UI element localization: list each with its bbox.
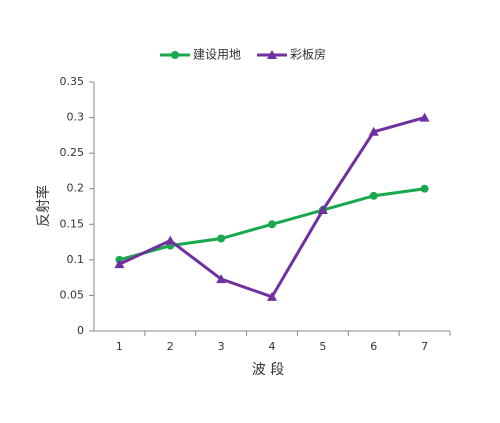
y-tick-label: 0.35 [60, 75, 85, 88]
y-tick-label: 0.2 [67, 182, 85, 195]
point [317, 205, 328, 215]
x-tick-label: 4 [269, 340, 276, 353]
y-tick-label: 0 [77, 324, 84, 337]
point [217, 234, 226, 243]
point [165, 235, 176, 245]
legend-marker [171, 51, 179, 59]
point [114, 259, 125, 269]
point [368, 126, 379, 136]
point [420, 184, 429, 193]
point [419, 112, 430, 122]
x-tick-label: 7 [421, 340, 428, 353]
x-tick-label: 5 [319, 340, 326, 353]
y-tick-label: 0.1 [67, 253, 85, 266]
y-tick-label: 0.15 [60, 217, 85, 230]
line [118, 116, 425, 299]
y-tick-label: 0.25 [60, 146, 85, 159]
legend-label: 建设用地 [193, 48, 241, 62]
legend-marker [267, 50, 277, 59]
point [268, 220, 276, 229]
y-tick-label: 0.3 [67, 111, 85, 124]
y-axis-label: 反射率 [35, 185, 52, 227]
x-tick-label: 1 [116, 340, 123, 353]
legend-label: 彩板房 [290, 47, 326, 62]
x-tick-label: 2 [167, 340, 174, 353]
x-tick-label: 3 [218, 340, 225, 353]
point [216, 274, 227, 284]
point [369, 191, 378, 200]
x-tick-label: 6 [370, 340, 377, 353]
y-tick-label: 0.05 [60, 288, 85, 301]
x-axis-label: 波 段 [252, 362, 284, 378]
point [267, 291, 277, 301]
